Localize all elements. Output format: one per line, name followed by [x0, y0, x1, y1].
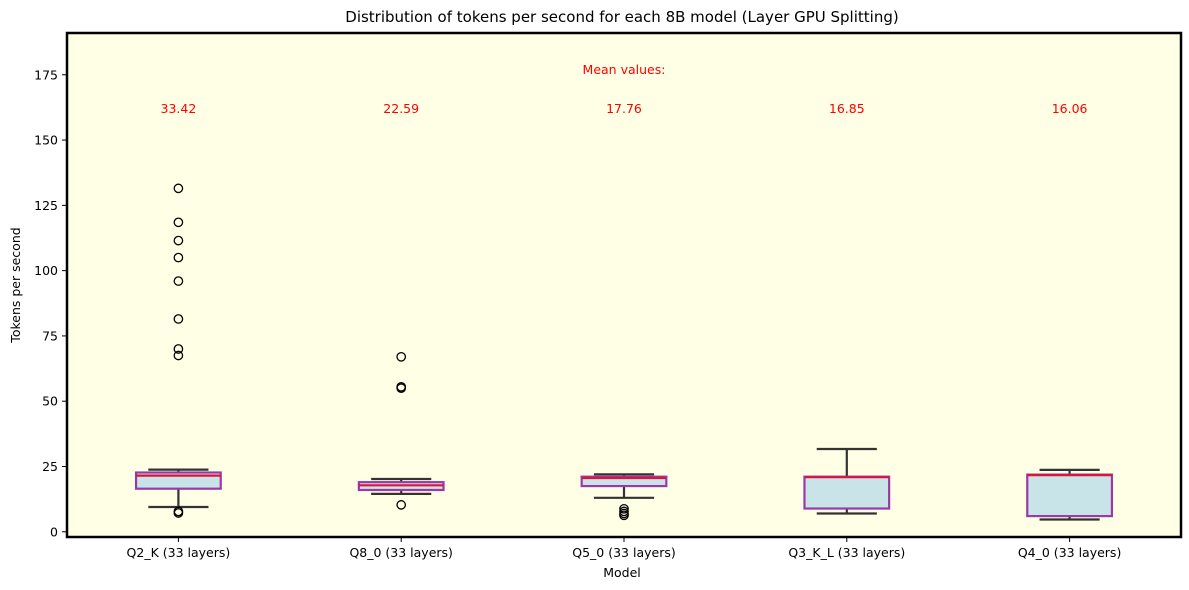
outlier-point: [173, 235, 184, 246]
mean-header: Mean values:: [583, 62, 666, 77]
x-tick-label: Q3_K_L (33 layers): [788, 545, 905, 560]
outlier-point: [619, 503, 629, 514]
chart-title: Distribution of tokens per second for ea…: [345, 8, 898, 26]
outlier-point: [173, 314, 184, 324]
box-group: [803, 447, 891, 515]
outlier-point: [173, 183, 184, 194]
x-axis-label: Model: [603, 565, 641, 580]
x-tick-label: Q8_0 (33 layers): [349, 545, 452, 560]
outlier-point: [173, 344, 184, 354]
box-group: [580, 473, 668, 521]
box-group: [1026, 468, 1114, 521]
outlier-point: [173, 252, 184, 263]
mean-label: 22.59: [383, 101, 419, 116]
box-group: [357, 351, 445, 510]
x-tick-label: Q4_0 (33 layers): [1018, 545, 1121, 560]
y-tick-label: 175: [34, 67, 58, 82]
y-tick-label: 50: [42, 394, 58, 409]
box: [580, 475, 668, 488]
outlier-point: [396, 500, 407, 510]
outlier-point: [396, 351, 407, 362]
outlier-point: [619, 506, 629, 517]
y-tick-label: 100: [34, 263, 58, 278]
x-tick-label: Q5_0 (33 layers): [572, 545, 675, 560]
outlier-point: [173, 276, 184, 286]
outlier-point: [173, 506, 184, 517]
x-tick-label: Q2_K (33 layers): [127, 545, 231, 560]
mean-label: 16.85: [829, 101, 865, 116]
y-tick-label: 150: [34, 133, 58, 148]
outlier-point: [396, 381, 407, 392]
y-tick-label: 25: [42, 459, 58, 474]
box-group: [134, 183, 222, 518]
plot-area: [67, 33, 1181, 537]
box: [1026, 473, 1114, 518]
y-axis-label: Tokens per second: [8, 227, 23, 343]
y-tick-label: 125: [34, 198, 58, 213]
mean-label: 33.42: [161, 101, 197, 116]
outlier-point: [173, 350, 184, 361]
y-tick-label: 0: [50, 524, 58, 539]
mean-label: 16.06: [1052, 101, 1088, 116]
outlier-point: [173, 217, 184, 228]
mean-label: 17.76: [606, 101, 642, 116]
y-tick-label: 75: [42, 328, 58, 343]
box: [803, 475, 891, 510]
